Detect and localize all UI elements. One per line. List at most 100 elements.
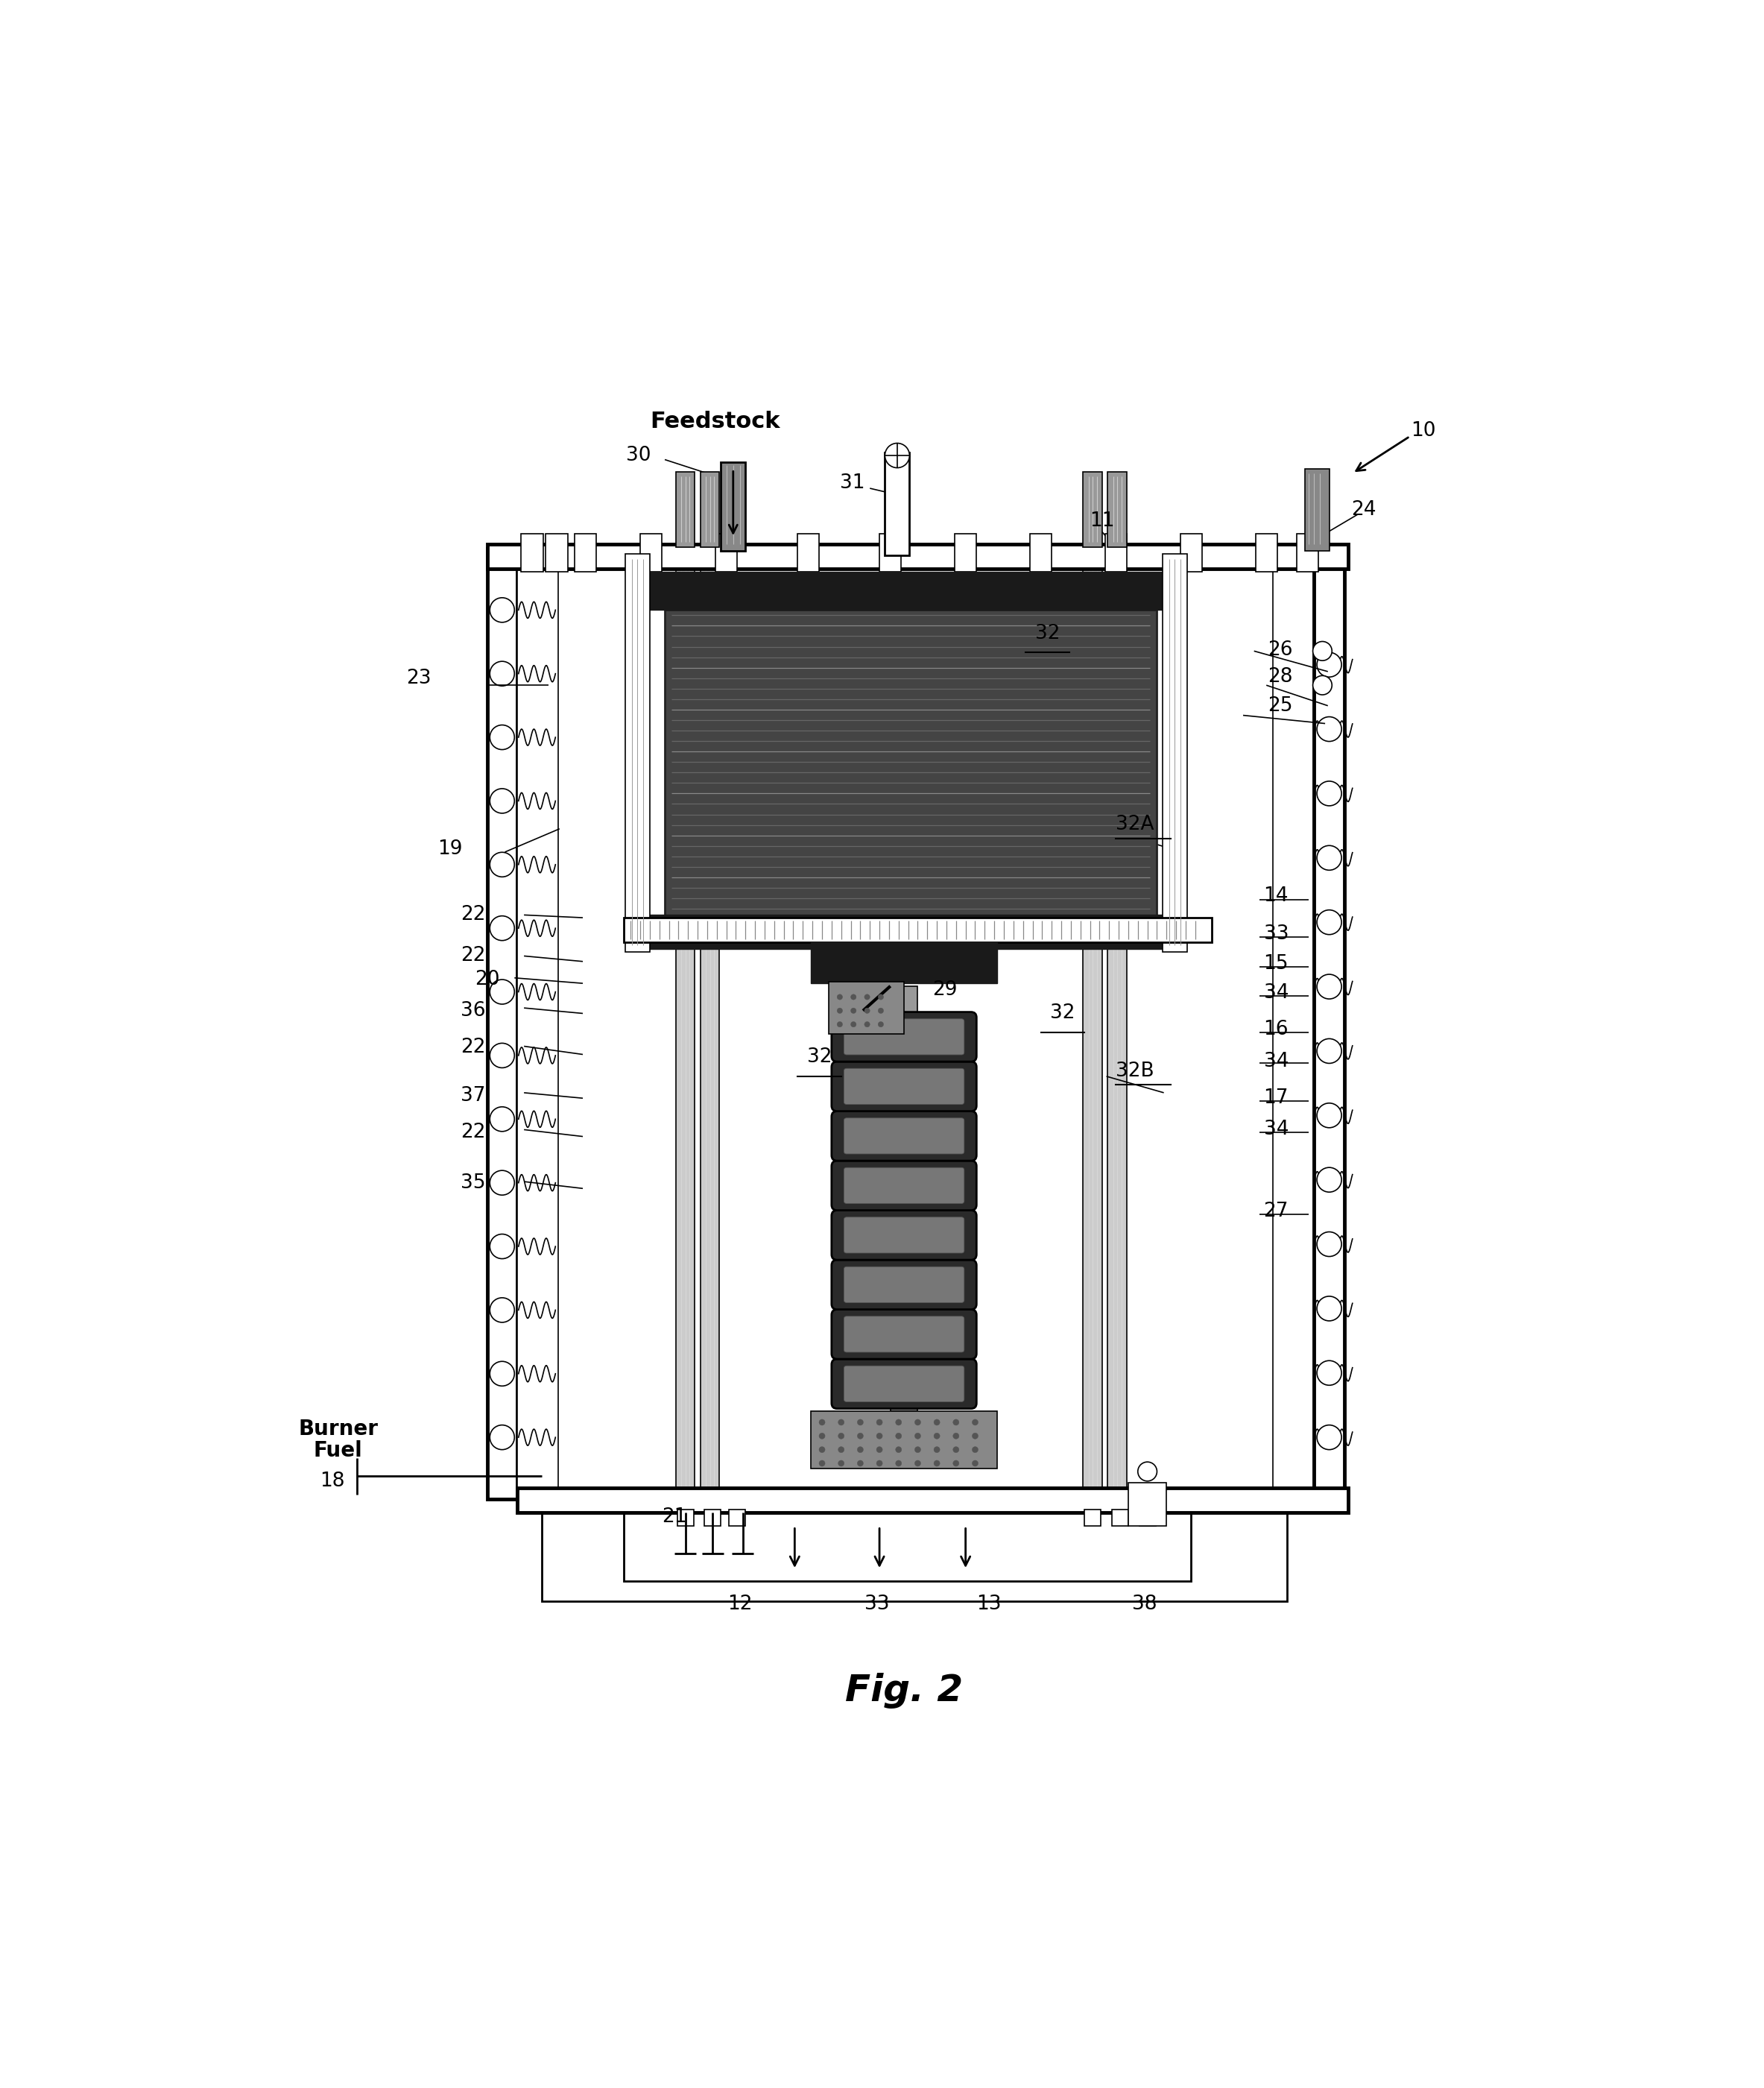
Text: 34: 34 (1263, 1052, 1288, 1071)
Bar (1030, 532, 1051, 572)
Bar (1111, 1510, 1129, 1526)
Text: 20: 20 (475, 969, 499, 990)
Text: 22: 22 (460, 1038, 485, 1057)
Text: Burner: Burner (298, 1418, 377, 1439)
Bar (1140, 1510, 1155, 1526)
Bar (811, 942, 997, 983)
Bar (545, 532, 568, 572)
Bar (1180, 532, 1201, 572)
Bar (891, 986, 917, 1411)
FancyBboxPatch shape (843, 1267, 965, 1303)
Bar (1256, 532, 1277, 572)
FancyBboxPatch shape (843, 1366, 965, 1401)
Text: 12: 12 (727, 1595, 753, 1614)
Text: 36: 36 (460, 1000, 485, 1021)
Text: 14: 14 (1263, 885, 1288, 906)
FancyBboxPatch shape (843, 1117, 965, 1155)
Text: 32: 32 (1035, 624, 1060, 643)
Bar (1274, 549, 1314, 1499)
Circle shape (878, 994, 884, 1000)
FancyBboxPatch shape (831, 1359, 977, 1409)
Bar (517, 1489, 1348, 1512)
Text: 34: 34 (1263, 983, 1288, 1002)
FancyBboxPatch shape (843, 1019, 965, 1054)
Circle shape (1318, 1424, 1342, 1449)
Circle shape (864, 994, 870, 1000)
Text: Fuel: Fuel (314, 1441, 363, 1462)
Bar (1108, 551, 1127, 1512)
FancyBboxPatch shape (831, 1013, 977, 1061)
Circle shape (838, 1460, 845, 1466)
Circle shape (896, 1460, 901, 1466)
Bar (542, 1508, 1288, 1601)
Text: 13: 13 (975, 1595, 1002, 1614)
Circle shape (857, 1447, 863, 1453)
Text: Feedstock: Feedstock (651, 411, 780, 432)
Bar (704, 1510, 721, 1526)
Circle shape (1318, 781, 1342, 806)
Circle shape (933, 1447, 940, 1453)
Circle shape (953, 1460, 960, 1466)
Circle shape (1312, 641, 1332, 660)
Circle shape (864, 1021, 870, 1027)
Circle shape (953, 1447, 960, 1453)
Circle shape (1318, 1038, 1342, 1063)
Bar (1083, 551, 1102, 1512)
Text: 30: 30 (626, 447, 651, 466)
Circle shape (896, 1432, 901, 1439)
Text: 37: 37 (460, 1086, 485, 1105)
Circle shape (1318, 1232, 1342, 1257)
Text: 25: 25 (1268, 695, 1293, 716)
Circle shape (1318, 846, 1342, 871)
Circle shape (916, 1460, 921, 1466)
Circle shape (850, 1021, 856, 1027)
Bar (665, 610, 1157, 925)
Circle shape (818, 1460, 826, 1466)
Bar (729, 1510, 746, 1526)
Circle shape (877, 1432, 882, 1439)
Bar (1314, 549, 1344, 1499)
Text: 16: 16 (1263, 1021, 1288, 1040)
Bar (676, 551, 695, 1512)
Bar (721, 461, 746, 551)
Circle shape (1318, 1102, 1342, 1128)
Circle shape (972, 1432, 979, 1439)
Text: 11: 11 (1090, 512, 1115, 530)
Circle shape (1318, 1297, 1342, 1322)
Text: 22: 22 (460, 1123, 485, 1142)
Text: 35: 35 (460, 1173, 485, 1192)
Circle shape (933, 1420, 940, 1426)
Circle shape (916, 1447, 921, 1453)
Bar (677, 1510, 693, 1526)
Circle shape (864, 1009, 870, 1013)
Circle shape (933, 1460, 940, 1466)
Text: 33: 33 (864, 1595, 889, 1614)
Circle shape (953, 1420, 960, 1426)
Text: 24: 24 (1351, 501, 1376, 520)
Text: 23: 23 (406, 668, 430, 689)
Text: 32B: 32B (1117, 1061, 1154, 1082)
Bar (1305, 470, 1330, 551)
Circle shape (490, 917, 515, 940)
Circle shape (490, 1171, 515, 1194)
Circle shape (878, 1021, 884, 1027)
FancyBboxPatch shape (831, 1309, 977, 1359)
Circle shape (857, 1420, 863, 1426)
Circle shape (886, 443, 910, 468)
Text: 21: 21 (662, 1508, 686, 1526)
Circle shape (838, 1432, 845, 1439)
Circle shape (1318, 1361, 1342, 1384)
Circle shape (1318, 1167, 1342, 1192)
Circle shape (1318, 910, 1342, 935)
Text: 34: 34 (1263, 1119, 1288, 1140)
Circle shape (838, 1420, 845, 1426)
Text: 22: 22 (460, 946, 485, 965)
Bar (676, 472, 695, 547)
Circle shape (896, 1447, 901, 1453)
Bar (1085, 1510, 1101, 1526)
Bar (487, 549, 517, 1499)
Circle shape (1318, 975, 1342, 998)
Text: 17: 17 (1263, 1088, 1288, 1109)
Text: 10: 10 (1411, 422, 1436, 441)
FancyBboxPatch shape (831, 1211, 977, 1259)
